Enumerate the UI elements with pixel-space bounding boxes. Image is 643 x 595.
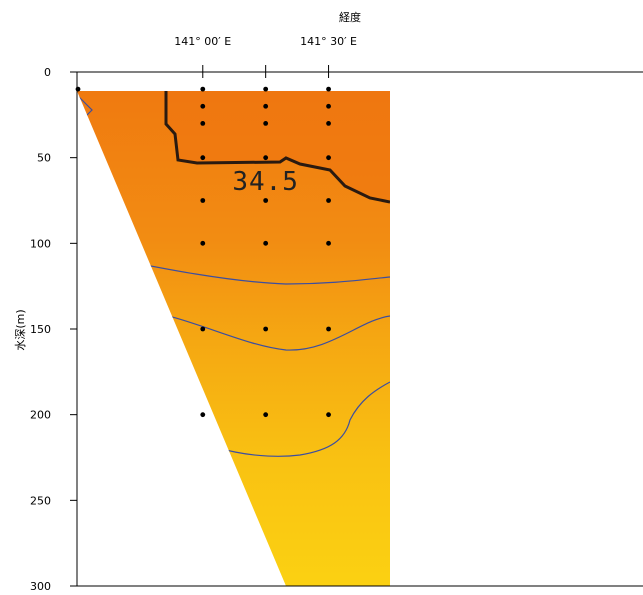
station-point	[75, 86, 81, 92]
station-point	[263, 240, 269, 246]
station-point	[263, 86, 269, 92]
station-point	[200, 121, 206, 126]
contour-line	[129, 307, 390, 351]
y-axis-title: 水深(m)	[14, 309, 27, 350]
salinity-section-area	[77, 91, 390, 586]
station-point	[263, 412, 269, 418]
station-point	[263, 198, 269, 203]
station-point	[200, 326, 206, 332]
station-point	[200, 412, 206, 418]
contour-label: 34.5	[232, 167, 299, 197]
station-point	[263, 103, 269, 109]
station-point	[326, 103, 331, 109]
y-tick-label: 200	[30, 409, 51, 422]
station-point	[326, 326, 331, 332]
station-point	[200, 155, 206, 161]
station-point	[200, 198, 206, 203]
y-tick-label: 300	[30, 580, 51, 593]
y-tick-label: 100	[30, 237, 51, 250]
y-tick-label: 50	[37, 152, 51, 165]
y-tick-label: 150	[30, 323, 51, 336]
station-point	[263, 326, 269, 332]
x-tick-label: 141° 30′ E	[300, 35, 357, 48]
station-point	[326, 198, 331, 203]
station-point	[326, 412, 331, 418]
x-axis-title: 経度	[339, 10, 361, 24]
x-tick-label: 141° 00′ E	[174, 35, 231, 48]
y-tick-label: 250	[30, 494, 51, 507]
station-point	[326, 121, 331, 126]
contour-line	[109, 257, 390, 285]
y-tick-label: 0	[44, 66, 51, 79]
station-point	[200, 103, 206, 109]
station-point	[200, 240, 206, 246]
contour-line	[164, 91, 390, 204]
station-point	[326, 86, 331, 92]
station-point	[200, 86, 206, 92]
station-point	[326, 240, 331, 246]
station-point	[263, 155, 269, 161]
station-point	[263, 121, 269, 126]
station-point	[326, 155, 331, 161]
